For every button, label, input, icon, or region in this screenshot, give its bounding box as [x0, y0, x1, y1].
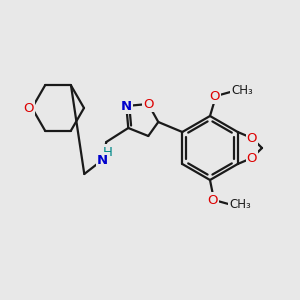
Text: O: O [143, 98, 154, 110]
Text: N: N [121, 100, 132, 112]
Text: O: O [210, 89, 220, 103]
Text: N: N [97, 154, 108, 166]
Text: O: O [24, 101, 34, 115]
Text: H: H [102, 146, 112, 158]
Text: O: O [247, 131, 257, 145]
Text: O: O [247, 152, 257, 164]
Text: CH₃: CH₃ [229, 199, 251, 212]
Text: O: O [208, 194, 218, 206]
Text: CH₃: CH₃ [231, 85, 253, 98]
